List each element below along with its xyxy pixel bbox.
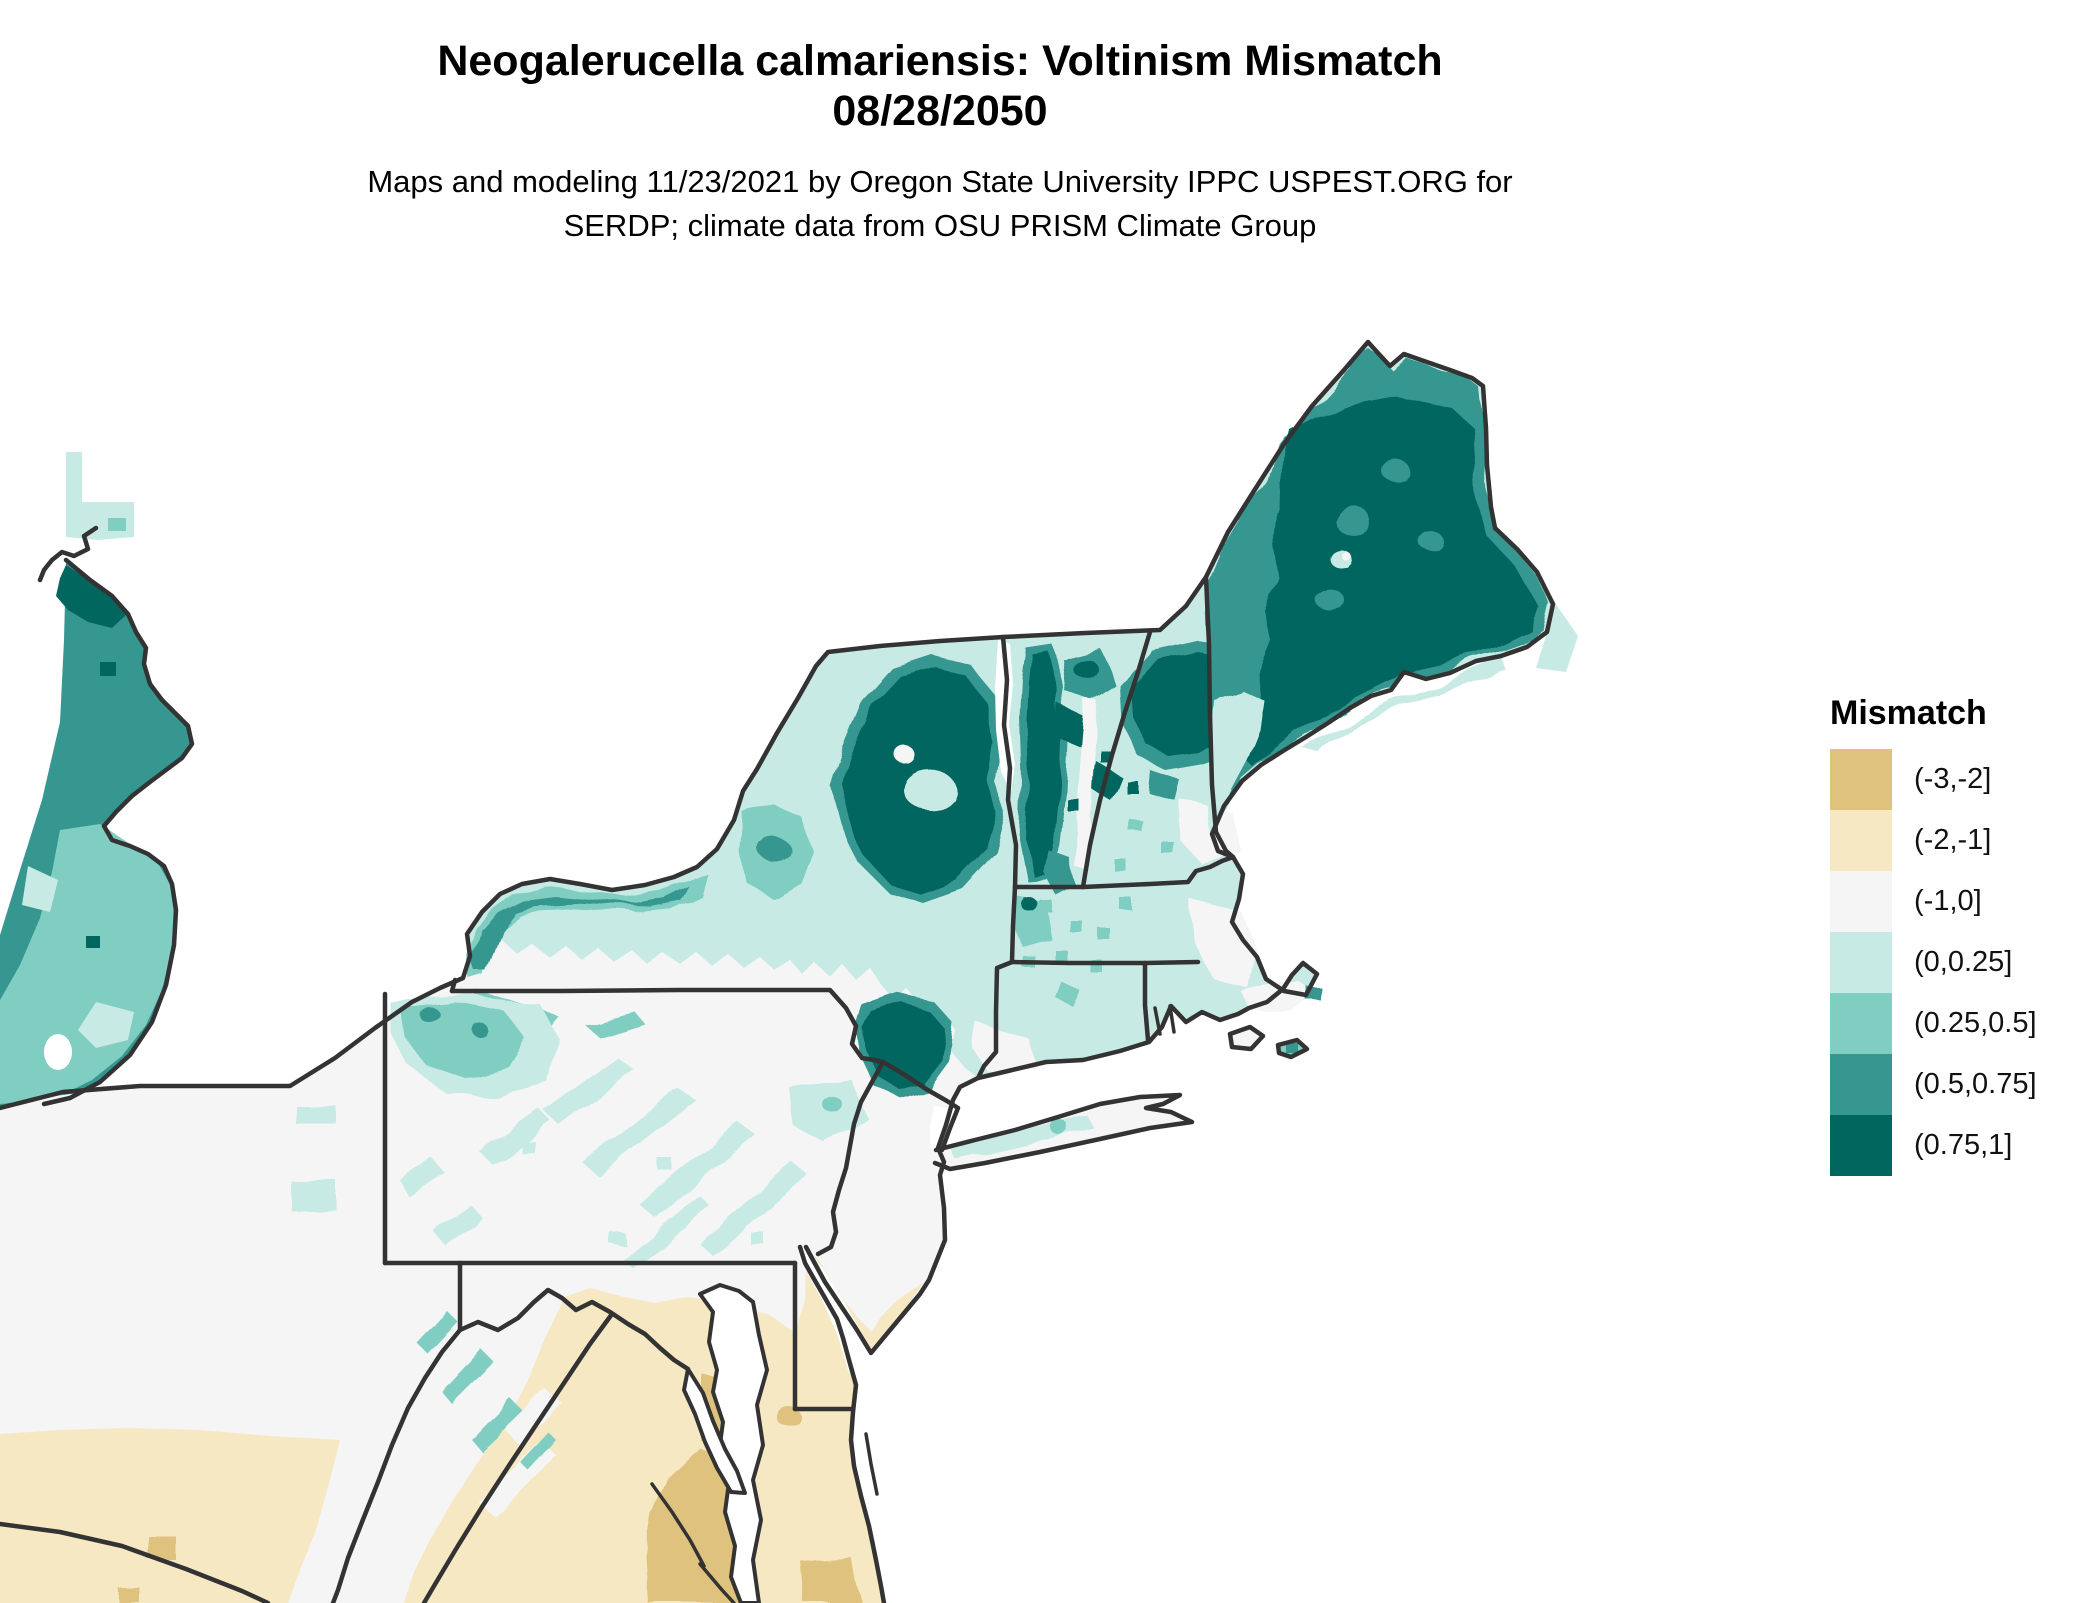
legend-row: (0.75,1] — [1830, 1115, 2037, 1176]
subtitle-block: Maps and modeling 11/23/2021 by Oregon S… — [0, 160, 1880, 248]
legend-row: (-1,0] — [1830, 871, 2037, 932]
subtitle-line1: Maps and modeling 11/23/2021 by Oregon S… — [367, 164, 1513, 199]
legend-label: (0.5,0.75] — [1914, 1068, 2037, 1100]
state-borders — [0, 339, 1556, 1603]
legend-swatch — [1830, 749, 1892, 810]
page-title-line2: 08/28/2050 — [832, 87, 1048, 135]
title-block: Neogalerucella calmariensis: Voltinism M… — [0, 36, 1880, 136]
legend-row: (0.25,0.5] — [1830, 993, 2037, 1054]
legend-swatch — [1830, 1054, 1892, 1115]
legend-label: (0,0.25] — [1914, 946, 2013, 978]
legend-swatch — [1830, 871, 1892, 932]
legend-label: (-1,0] — [1914, 885, 1982, 917]
legend-items: (-3,-2] (-2,-1] (-1,0] (0,0.25] (0.25,0.… — [1830, 749, 2037, 1176]
legend-label: (-3,-2] — [1914, 763, 1992, 795]
legend-row: (0.5,0.75] — [1830, 1054, 2037, 1115]
legend-swatch — [1830, 932, 1892, 993]
legend-row: (-2,-1] — [1830, 810, 2037, 871]
legend: Mismatch (-3,-2] (-2,-1] (-1,0] (0,0.25]… — [1830, 694, 2037, 1176]
legend-swatch — [1830, 993, 1892, 1054]
legend-label: (0.25,0.5] — [1914, 1007, 2037, 1039]
legend-label: (-2,-1] — [1914, 824, 1992, 856]
legend-title: Mismatch — [1830, 694, 1987, 732]
legend-swatch — [1830, 810, 1892, 871]
legend-swatch — [1830, 1115, 1892, 1176]
legend-row: (-3,-2] — [1830, 749, 2037, 810]
legend-label: (0.75,1] — [1914, 1129, 2013, 1161]
subtitle-line2: SERDP; climate data from OSU PRISM Clima… — [563, 208, 1317, 243]
legend-row: (0,0.25] — [1830, 932, 2037, 993]
page-title-line1: Neogalerucella calmariensis: Voltinism M… — [437, 37, 1443, 85]
